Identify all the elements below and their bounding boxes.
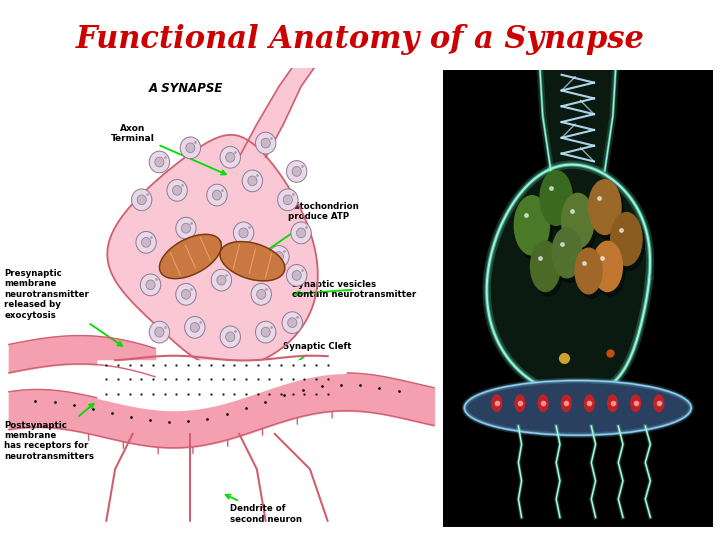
Circle shape bbox=[613, 217, 645, 270]
Circle shape bbox=[149, 321, 170, 343]
Circle shape bbox=[256, 321, 276, 343]
Polygon shape bbox=[540, 70, 616, 171]
Circle shape bbox=[225, 332, 235, 342]
Circle shape bbox=[492, 395, 502, 411]
Circle shape bbox=[136, 232, 156, 253]
Circle shape bbox=[555, 232, 585, 282]
Circle shape bbox=[585, 395, 594, 411]
Text: Mitochondrion
produce ATP: Mitochondrion produce ATP bbox=[258, 202, 359, 256]
Circle shape bbox=[531, 241, 560, 292]
Circle shape bbox=[167, 179, 187, 201]
Circle shape bbox=[282, 312, 302, 334]
Circle shape bbox=[217, 275, 226, 285]
Circle shape bbox=[242, 170, 263, 192]
Polygon shape bbox=[159, 234, 221, 279]
Circle shape bbox=[142, 238, 150, 247]
Text: Dendrite of
second neuron: Dendrite of second neuron bbox=[226, 495, 302, 524]
Circle shape bbox=[292, 271, 301, 280]
Circle shape bbox=[552, 228, 582, 278]
Circle shape bbox=[256, 289, 266, 299]
Circle shape bbox=[149, 151, 170, 173]
Circle shape bbox=[543, 175, 575, 230]
Circle shape bbox=[562, 193, 594, 248]
Text: Synaptic Cleft: Synaptic Cleft bbox=[284, 342, 352, 369]
Circle shape bbox=[297, 228, 306, 238]
Text: Postsynaptic
membrane
has receptors for
neurotransmitters: Postsynaptic membrane has receptors for … bbox=[4, 404, 94, 461]
Circle shape bbox=[654, 395, 664, 411]
Circle shape bbox=[155, 327, 164, 337]
Circle shape bbox=[239, 228, 248, 238]
Circle shape bbox=[595, 246, 625, 296]
Circle shape bbox=[534, 246, 563, 296]
Circle shape bbox=[207, 184, 227, 206]
Circle shape bbox=[631, 395, 641, 411]
Circle shape bbox=[288, 318, 297, 328]
Circle shape bbox=[181, 223, 191, 233]
Circle shape bbox=[287, 160, 307, 183]
Circle shape bbox=[539, 395, 548, 411]
Text: Presynaptic
membrane
neurotransmitter
released by
exocytosis: Presynaptic membrane neurotransmitter re… bbox=[4, 269, 122, 346]
Circle shape bbox=[220, 326, 240, 348]
Text: Synaptic vesicles
contain neurotransmitter: Synaptic vesicles contain neurotransmitt… bbox=[292, 280, 416, 299]
Circle shape bbox=[186, 143, 195, 153]
Circle shape bbox=[564, 198, 597, 253]
Circle shape bbox=[256, 132, 276, 154]
Polygon shape bbox=[220, 241, 284, 281]
Circle shape bbox=[248, 176, 257, 186]
Circle shape bbox=[540, 171, 572, 225]
Circle shape bbox=[140, 274, 161, 296]
Text: Axon
Terminal: Axon Terminal bbox=[111, 124, 226, 174]
Ellipse shape bbox=[464, 381, 691, 435]
Circle shape bbox=[173, 185, 181, 195]
Circle shape bbox=[269, 246, 289, 267]
Circle shape bbox=[132, 189, 152, 211]
Circle shape bbox=[180, 137, 201, 159]
Polygon shape bbox=[107, 135, 318, 368]
Circle shape bbox=[611, 213, 642, 266]
Circle shape bbox=[515, 395, 525, 411]
Polygon shape bbox=[239, 68, 315, 157]
Circle shape bbox=[184, 316, 205, 338]
Circle shape bbox=[283, 195, 292, 205]
Circle shape bbox=[291, 222, 311, 244]
Circle shape bbox=[155, 157, 164, 167]
Circle shape bbox=[562, 395, 571, 411]
Circle shape bbox=[212, 190, 222, 200]
Circle shape bbox=[292, 166, 301, 177]
Circle shape bbox=[575, 248, 602, 294]
Circle shape bbox=[261, 327, 270, 337]
Circle shape bbox=[608, 395, 617, 411]
Circle shape bbox=[278, 189, 298, 211]
Circle shape bbox=[176, 217, 196, 239]
Circle shape bbox=[287, 265, 307, 286]
Circle shape bbox=[588, 180, 621, 234]
Circle shape bbox=[593, 241, 622, 292]
Circle shape bbox=[251, 284, 271, 305]
Circle shape bbox=[274, 252, 284, 261]
Circle shape bbox=[517, 200, 552, 260]
Circle shape bbox=[137, 195, 146, 205]
Circle shape bbox=[211, 269, 232, 291]
Circle shape bbox=[233, 222, 253, 244]
Circle shape bbox=[591, 184, 624, 239]
Circle shape bbox=[261, 138, 270, 148]
Circle shape bbox=[514, 195, 549, 255]
Circle shape bbox=[577, 253, 605, 298]
Text: Functional Anatomy of a Synapse: Functional Anatomy of a Synapse bbox=[76, 24, 644, 55]
Circle shape bbox=[190, 322, 199, 332]
Circle shape bbox=[146, 280, 155, 290]
Text: A SYNAPSE: A SYNAPSE bbox=[149, 82, 223, 94]
Circle shape bbox=[176, 284, 196, 305]
Polygon shape bbox=[487, 165, 650, 396]
Circle shape bbox=[181, 289, 191, 299]
Circle shape bbox=[220, 146, 240, 168]
Circle shape bbox=[225, 152, 235, 162]
